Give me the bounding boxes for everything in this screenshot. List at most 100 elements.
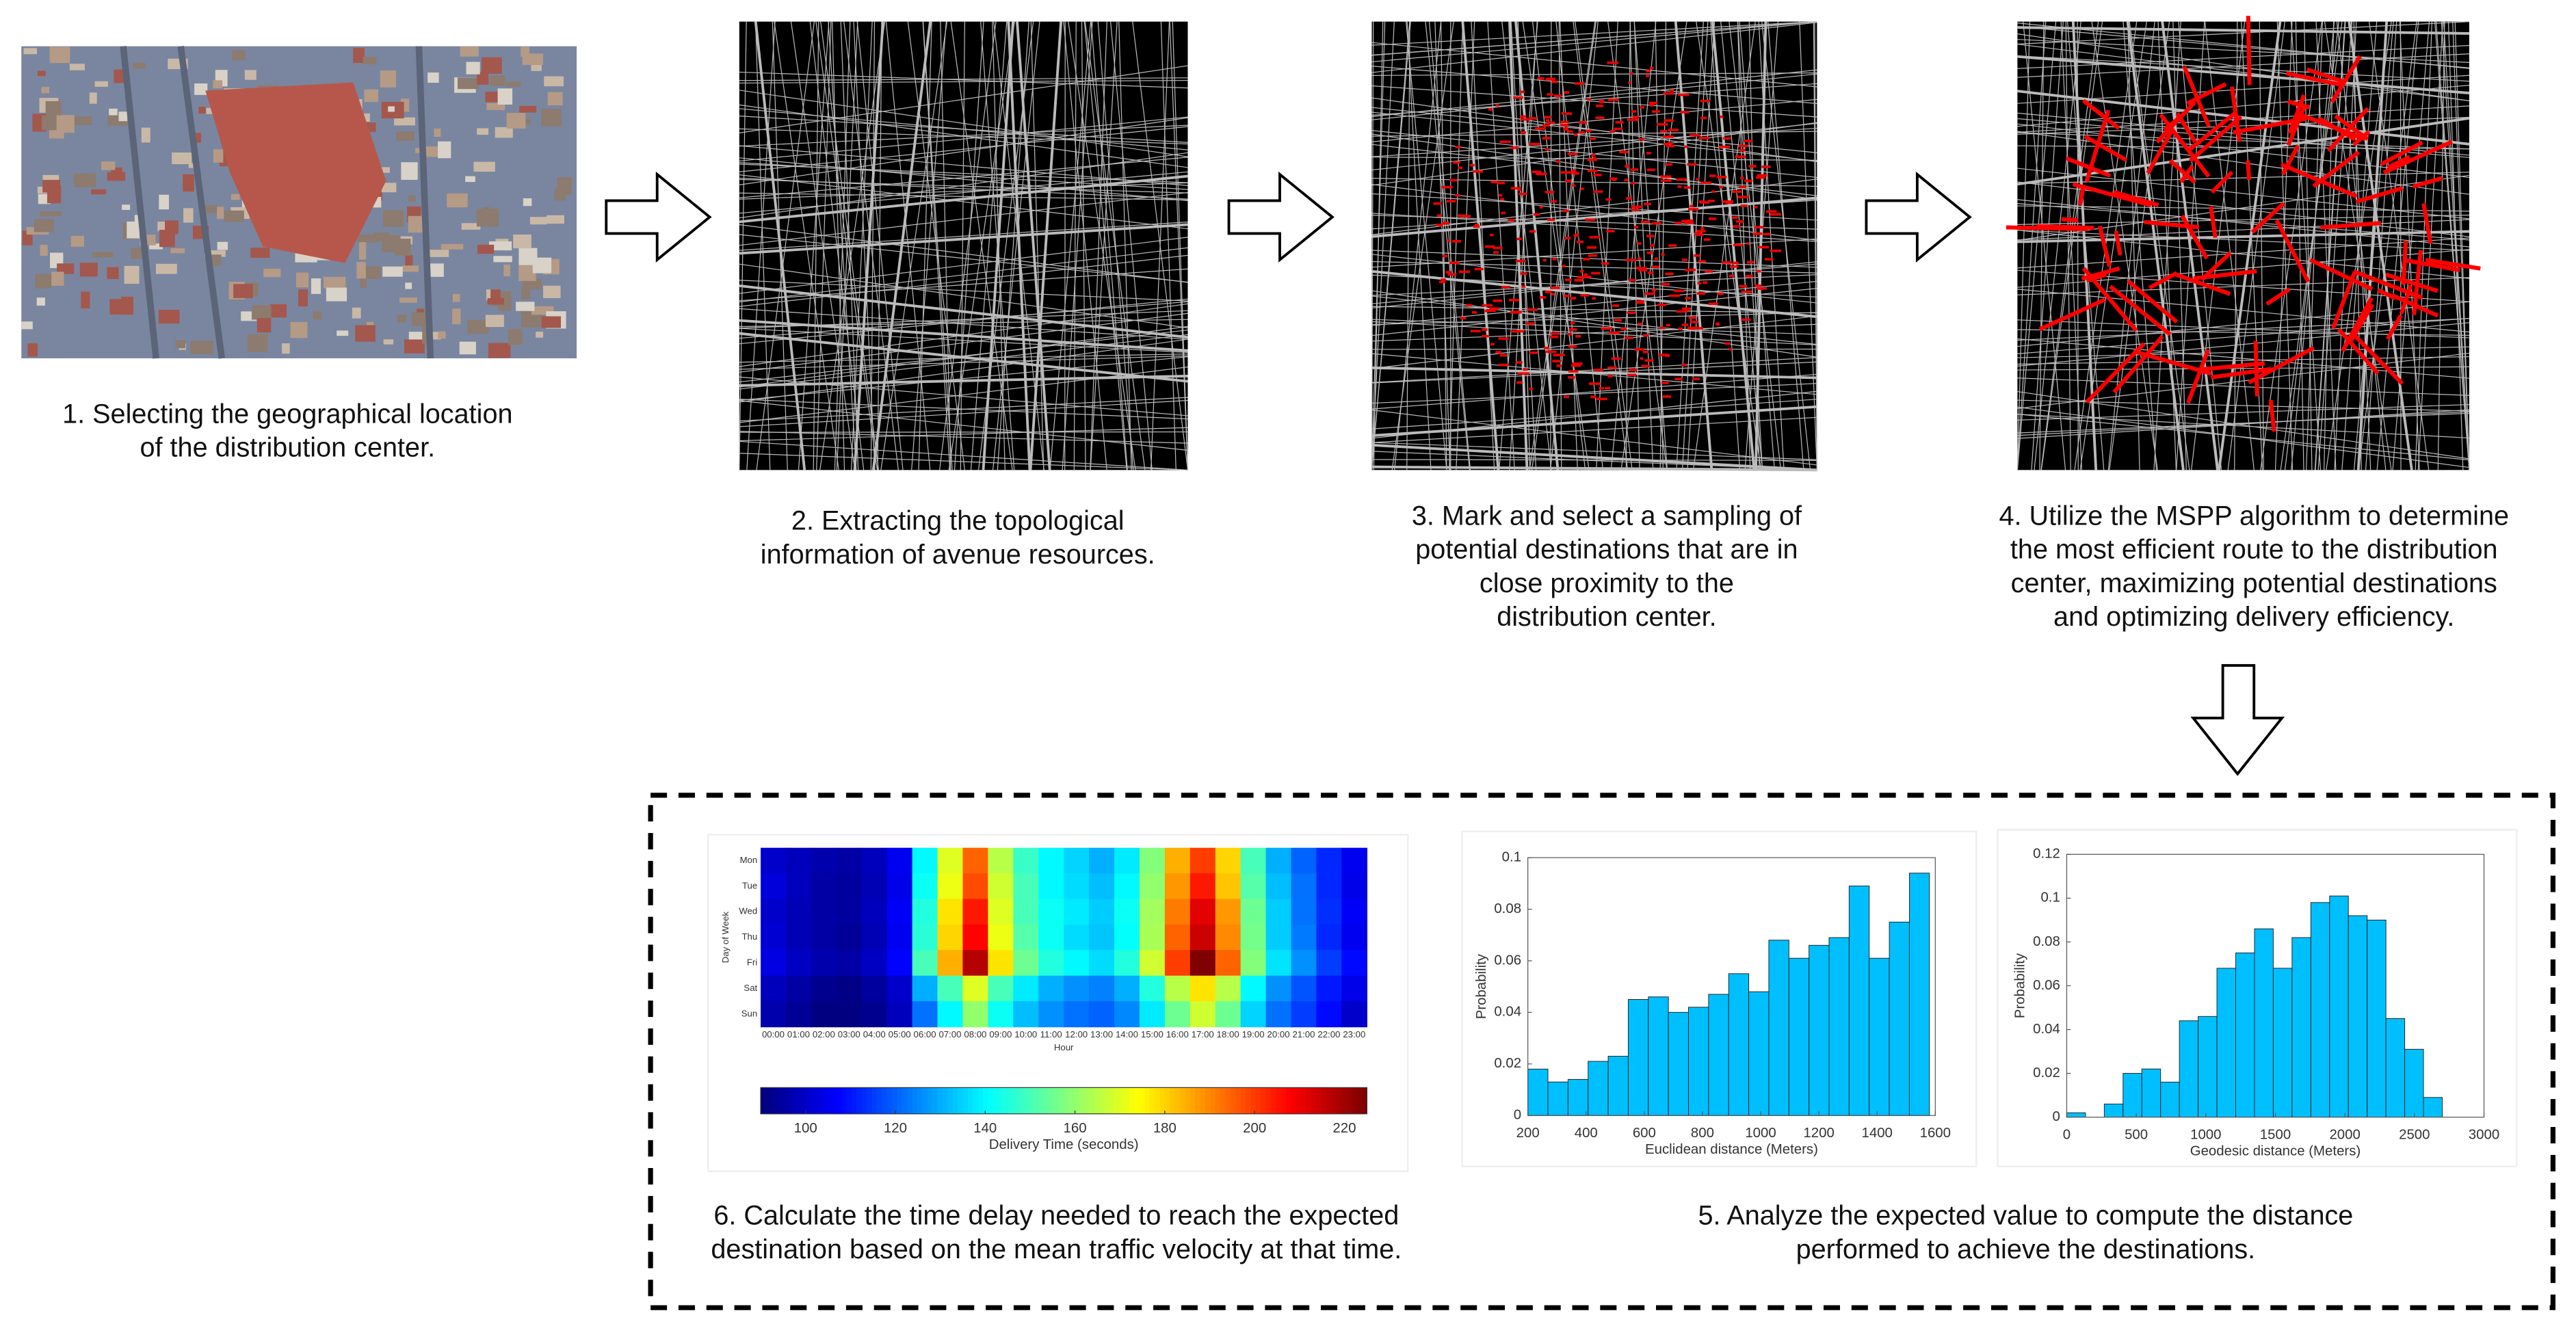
heat-cell [937,847,964,874]
destination [1659,130,1668,133]
street [2017,352,2469,410]
y-tick-label: Fri [747,957,757,967]
heat-cell [1215,899,1241,925]
destination [1657,304,1667,306]
destination [1650,103,1654,107]
street [1063,21,1107,470]
colorbar-segment [1155,1087,1161,1114]
x-tick-label: 1200 [1803,1126,1834,1141]
route [2352,269,2423,300]
roof [250,248,270,258]
heat-cell [785,975,812,1002]
destination [1521,285,1526,288]
route [2182,66,2211,128]
heat-cell [861,873,888,900]
roof [382,210,404,227]
destination [1754,226,1764,229]
destination [1681,323,1689,326]
heat-cell [1064,1001,1090,1028]
street [2040,21,2099,470]
roof [383,339,394,345]
heat-cell [811,847,837,874]
route [2413,176,2443,189]
colorbar-segment [1058,1087,1064,1114]
y-tick-label: 0.12 [2033,847,2060,862]
destination [1529,352,1538,354]
destination [1585,218,1596,222]
roof [399,297,417,303]
roof [487,298,504,305]
colorbar-segment [1134,1087,1140,1114]
bar [2254,928,2274,1118]
street [1090,21,1128,470]
destination [1651,222,1661,225]
destination [1666,163,1673,166]
destination [1729,274,1735,278]
x-tick-label: 10:00 [1014,1029,1037,1039]
heat-cell [1190,1001,1216,1028]
destination [1544,347,1549,349]
y-tick-label: 0.02 [1494,1056,1521,1071]
heat-cell [1013,899,1039,925]
destination [1640,357,1644,360]
street [1744,21,1778,470]
heat-cell [988,1001,1014,1028]
colorbar-segment [962,1087,969,1114]
route [2175,112,2197,143]
x-tick-label: 2000 [2329,1127,2360,1142]
roof [387,235,397,252]
heat-cell [886,975,913,1002]
destination [1765,258,1774,261]
destination [1499,194,1503,197]
destination [1694,254,1700,257]
heat-cell [761,873,787,900]
route [2337,328,2380,375]
heat-cell [937,975,964,1002]
street [1083,21,1127,470]
roof [513,234,531,249]
street [1659,21,1667,470]
x-tick-label: 08:00 [964,1029,986,1039]
destination [1469,163,1475,167]
street [790,21,856,470]
street [911,21,947,470]
destination [1545,191,1555,194]
colorbar-tick-label: 220 [1332,1121,1356,1136]
colorbar-segment [1089,1087,1095,1114]
bar [1527,1068,1549,1116]
colorbar-segment [1144,1087,1151,1114]
roof [543,285,561,298]
route [2112,334,2164,394]
destination [1564,91,1570,94]
street [746,21,776,470]
destination [1629,279,1636,282]
heat-cell [1265,899,1292,925]
destination [1700,227,1705,230]
colorbar-segment [1356,1087,1363,1114]
x-tick-label: 1000 [2190,1127,2221,1142]
destination [1625,165,1630,168]
roof [541,109,562,127]
heat-cell [988,975,1014,1002]
heat-cell [836,975,863,1002]
street [1471,21,1495,470]
roof [311,278,321,294]
roof [165,220,179,235]
street [2017,214,2469,225]
heat-cell [1038,899,1064,925]
street [739,192,1188,200]
colorbar-segment [876,1087,882,1114]
destination [1607,61,1618,64]
street [739,234,1188,283]
street [2317,21,2353,470]
destination [1646,251,1653,254]
route [2229,86,2242,142]
route [2197,361,2265,372]
destination [1668,244,1677,247]
heat-cell [1114,924,1140,951]
street [1371,274,1817,296]
destination [1740,204,1748,207]
route [2385,272,2439,293]
heat-cell [912,950,938,977]
destination [1466,304,1473,307]
